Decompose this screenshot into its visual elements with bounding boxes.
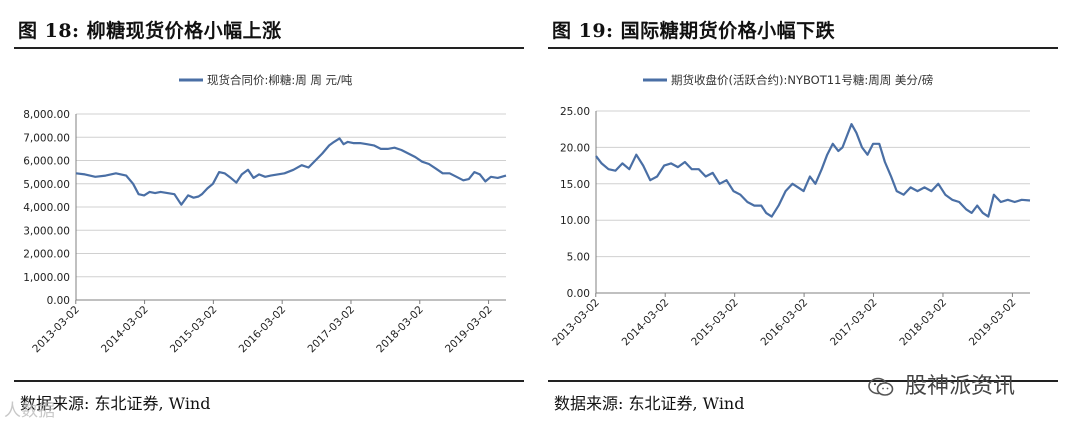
chart-panel-left: 图 18: 柳糖现货价格小幅上涨 现货合同价:柳糖:周 周 元/吨 0.00 1,0… bbox=[14, 0, 534, 430]
chart-panel-right: 图 19: 国际糖期货价格小幅下跌 期货收盘价(活跃合约):NYBOT11号糖:… bbox=[548, 0, 1068, 430]
x-tick-label: 2016-03-02 bbox=[237, 304, 289, 356]
y-tick-label: 7,000.00 bbox=[23, 132, 70, 144]
line-chart-left: 现货合同价:柳糖:周 周 元/吨 0.00 1,000.00 2,000.00 3,00… bbox=[23, 73, 507, 356]
y-tick-label: 3,000.00 bbox=[23, 225, 70, 237]
y-tick-label: 4,000.00 bbox=[23, 202, 70, 214]
legend-label: 期货收盘价(活跃合约):NYBOT11号糖:周周 美分/磅 bbox=[671, 73, 933, 87]
x-tick-label: 2015-03-02 bbox=[689, 297, 741, 349]
y-tick-label: 5.00 bbox=[567, 252, 590, 264]
y-tick-label: 2,000.00 bbox=[23, 249, 70, 261]
figure-title: 图 19: 国际糖期货价格小幅下跌 bbox=[552, 20, 836, 42]
y-tick-label: 0.00 bbox=[567, 288, 590, 300]
y-tick-label: 10.00 bbox=[560, 215, 590, 227]
line-chart-right: 期货收盘价(活跃合约):NYBOT11号糖:周周 美分/磅 0.00 5.00 10.… bbox=[550, 73, 1031, 349]
watermark-left: 人数据 bbox=[4, 396, 55, 421]
series-line bbox=[595, 122, 1031, 218]
source-note: 数据来源: 东北证券, Wind bbox=[554, 394, 745, 413]
legend: 期货收盘价(活跃合约):NYBOT11号糖:周周 美分/磅 bbox=[643, 73, 933, 87]
x-tick-label: 2013-03-02 bbox=[30, 304, 82, 356]
watermark-right-text: 股神派资讯 bbox=[905, 374, 1016, 399]
y-tick-label: 6,000.00 bbox=[23, 156, 70, 168]
bottom-rule bbox=[14, 380, 524, 382]
watermark-right: 股神派资讯 bbox=[868, 368, 1015, 400]
legend-label: 现货合同价:柳糖:周 周 元/吨 bbox=[207, 73, 353, 87]
legend: 现货合同价:柳糖:周 周 元/吨 bbox=[179, 73, 353, 87]
watermark-left-text: 人数据 bbox=[4, 401, 55, 421]
figure-title: 图 18: 柳糖现货价格小幅上涨 bbox=[18, 20, 282, 42]
x-tick-label: 2017-03-02 bbox=[305, 304, 357, 356]
y-tick-label: 15.00 bbox=[560, 179, 590, 191]
y-tick-label: 25.00 bbox=[560, 106, 590, 118]
x-tick-label: 2019-03-02 bbox=[443, 304, 495, 356]
x-tick-label: 2014-03-02 bbox=[99, 304, 151, 356]
source-note: 数据来源: 东北证券, Wind bbox=[20, 394, 211, 413]
x-tick-label: 2018-03-02 bbox=[897, 297, 949, 349]
x-tick-label: 2017-03-02 bbox=[828, 297, 880, 349]
y-tick-label: 1,000.00 bbox=[23, 272, 70, 284]
x-tick-label: 2015-03-02 bbox=[168, 304, 220, 356]
x-tick-label: 2019-03-02 bbox=[967, 297, 1019, 349]
top-rule bbox=[548, 47, 1058, 49]
y-tick-label: 8,000.00 bbox=[23, 109, 70, 121]
x-tick-label: 2016-03-02 bbox=[759, 297, 811, 349]
y-tick-label: 5,000.00 bbox=[23, 179, 70, 191]
bottom-rule bbox=[548, 380, 1058, 382]
x-tick-label: 2018-03-02 bbox=[374, 304, 426, 356]
y-tick-label: 20.00 bbox=[560, 142, 590, 154]
series-line bbox=[75, 137, 507, 206]
y-tick-label: 0.00 bbox=[47, 295, 70, 307]
top-rule bbox=[14, 47, 524, 49]
x-tick-label: 2014-03-02 bbox=[620, 297, 672, 349]
wechat-icon bbox=[868, 377, 894, 396]
x-tick-label: 2013-03-02 bbox=[550, 297, 602, 349]
